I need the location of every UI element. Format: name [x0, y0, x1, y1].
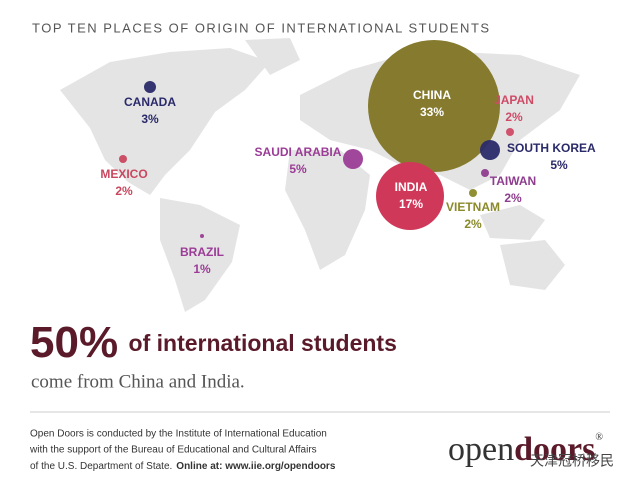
country-share: 33% — [420, 105, 444, 119]
bubble — [200, 234, 204, 238]
footer-line3: of the U.S. Department of State. Online a… — [30, 461, 336, 472]
watermark: 天津冠桥移民 — [530, 453, 614, 469]
country-share: 2% — [505, 110, 523, 124]
indonesia — [480, 205, 545, 240]
country-share: 2% — [504, 191, 522, 205]
headline: 50% of international students — [30, 318, 397, 367]
bubble — [144, 81, 156, 93]
bubble — [376, 162, 444, 230]
bubble — [506, 128, 514, 136]
country-name: MEXICO — [100, 167, 147, 181]
country-share: 5% — [550, 158, 568, 172]
headline-rest: of international students — [129, 330, 397, 356]
north-america — [60, 48, 270, 195]
footer-online: Online at: www.iie.org/opendoors — [176, 461, 336, 472]
country-name: BRAZIL — [180, 245, 224, 259]
bubble — [343, 149, 363, 169]
australia — [500, 240, 565, 290]
footer-line3-text: of the U.S. Department of State. — [30, 461, 172, 472]
logo-open: open — [448, 431, 514, 468]
headline-line2: come from China and India. — [31, 371, 245, 392]
south-america — [160, 198, 240, 312]
africa — [285, 150, 370, 270]
footer-line2: with the support of the Bureau of Educat… — [29, 445, 317, 456]
footer-line1: Open Doors is conducted by the Institute… — [30, 429, 327, 440]
country-name: CHINA — [413, 88, 451, 102]
world-map — [60, 38, 580, 312]
country-share: 1% — [193, 262, 211, 276]
title: TOP TEN PLACES OF ORIGIN OF INTERNATIONA… — [32, 20, 491, 35]
bubble — [469, 189, 477, 197]
logo-doors: doors — [514, 431, 595, 468]
country-share: 2% — [115, 184, 133, 198]
greenland — [245, 38, 300, 75]
bubble — [480, 140, 500, 160]
bubble — [119, 155, 127, 163]
bubble — [368, 40, 500, 172]
logo-mark: ® — [595, 432, 603, 443]
bubble-layer: CHINA 33% INDIA 17% SAUDI ARABIA 5% SOUTH KORE… — [100, 40, 596, 276]
country-share: 2% — [464, 217, 482, 231]
logo: opendoors® — [448, 431, 603, 468]
country-name: TAIWAN — [490, 174, 536, 188]
country-share: 3% — [141, 112, 159, 126]
bubble — [481, 169, 489, 177]
country-name: SOUTH KOREA — [507, 141, 596, 155]
country-name: VIETNAM — [446, 200, 500, 214]
country-share: 5% — [289, 162, 307, 176]
country-share: 17% — [399, 197, 423, 211]
country-name: CANADA — [124, 95, 176, 109]
country-name: SAUDI ARABIA — [255, 145, 342, 159]
headline-big: 50% — [30, 318, 118, 367]
country-name: JAPAN — [494, 93, 534, 107]
country-name: INDIA — [395, 180, 428, 194]
